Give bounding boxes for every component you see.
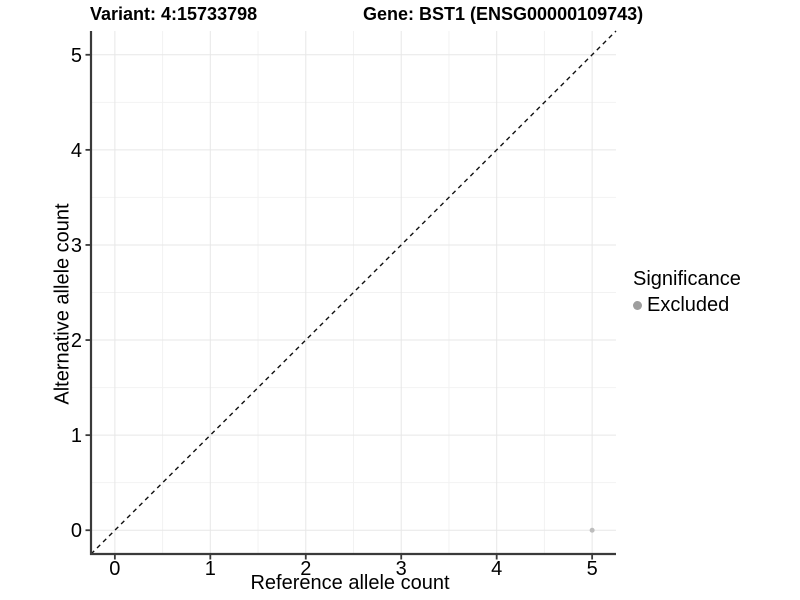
legend-point-icon: [633, 300, 642, 310]
y-tick-label: 5: [71, 45, 82, 67]
x-tick-label: 2: [300, 558, 311, 580]
x-tick-label: 1: [205, 558, 216, 580]
plot-title-variant: Variant: 4:15733798: [90, 4, 258, 24]
plot-title-gene: Gene: BST1 (ENSG00000109743): [363, 4, 644, 24]
legend-item-label: Excluded: [647, 294, 730, 316]
y-axis-title: Alternative allele count: [51, 203, 74, 405]
x-tick-label: 0: [109, 558, 120, 580]
y-tick-label: 3: [71, 235, 82, 257]
y-tick-label: 2: [71, 330, 82, 352]
x-axis-title: Reference allele count: [250, 572, 450, 594]
x-tick-label: 5: [587, 558, 598, 580]
legend-title: Significance: [633, 268, 741, 290]
y-tick-label: 1: [71, 425, 82, 447]
data-point: [589, 527, 595, 533]
y-tick-label: 0: [71, 520, 82, 542]
y-tick-label: 4: [71, 140, 82, 162]
legend-item-excluded: Excluded: [633, 292, 741, 318]
x-tick-label: 3: [396, 558, 407, 580]
legend: Significance Excluded: [633, 266, 741, 318]
x-tick-label: 4: [491, 558, 502, 580]
